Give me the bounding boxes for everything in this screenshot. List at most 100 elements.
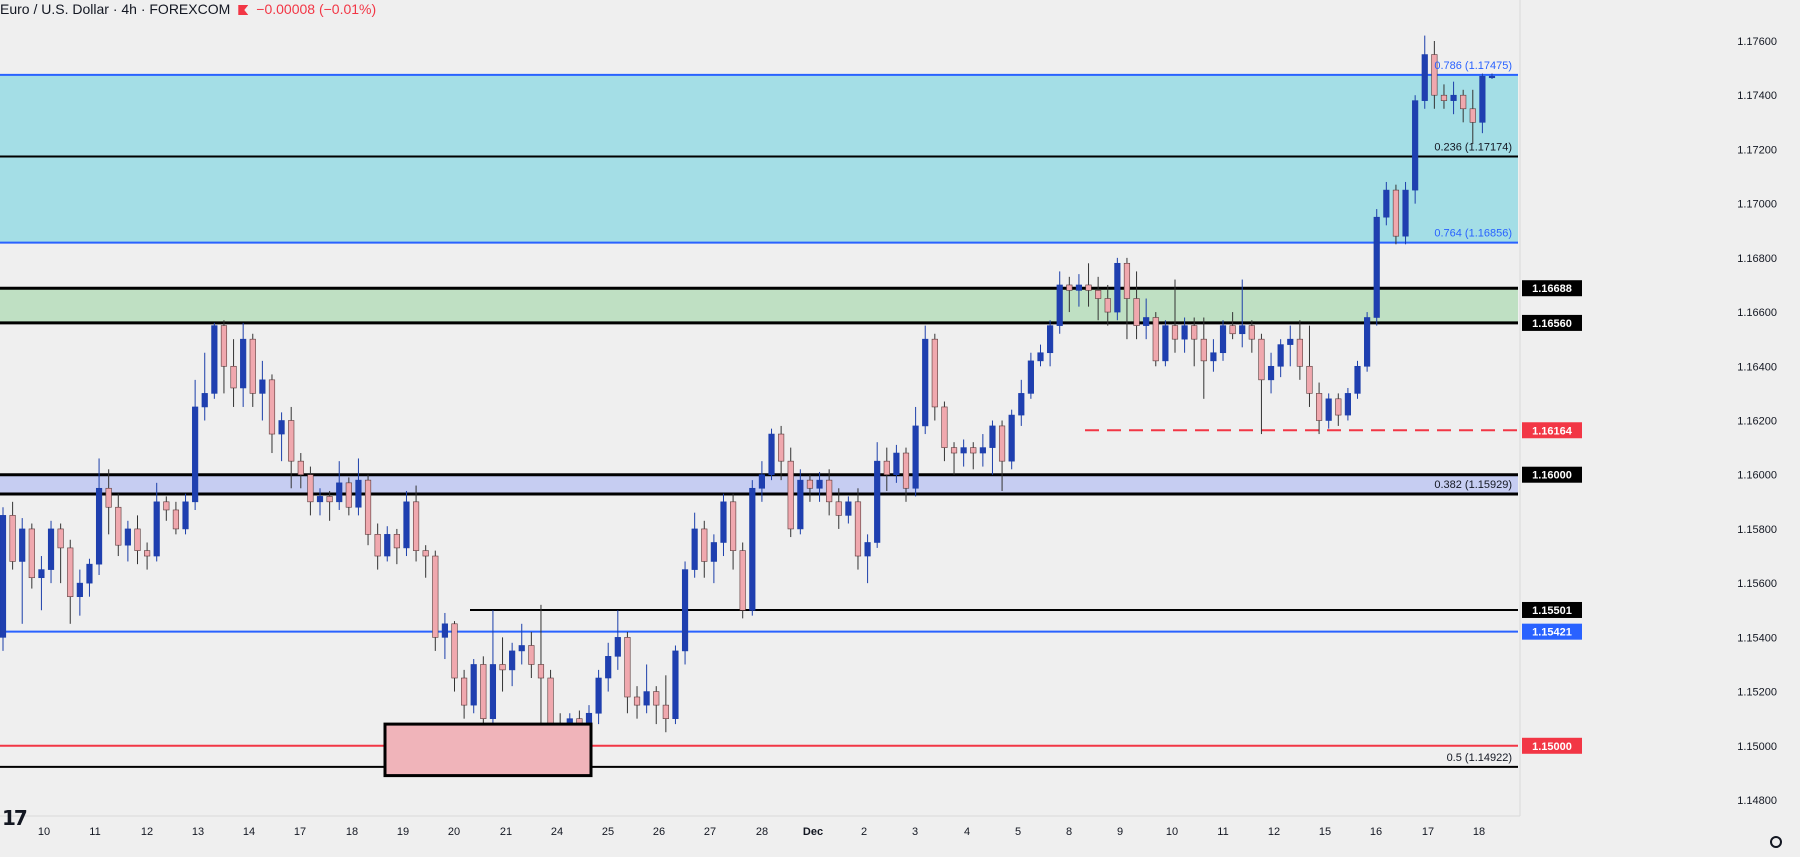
candle-down [1152, 317, 1159, 362]
candle [1421, 35, 1428, 109]
candle [67, 539, 74, 624]
candle [124, 520, 131, 562]
candle-down [134, 528, 141, 551]
candle-up [758, 474, 765, 489]
candle-up [1479, 75, 1486, 123]
price-badge [1522, 601, 1582, 618]
candle-down [9, 515, 16, 562]
candle [9, 501, 16, 570]
candle-down [931, 338, 938, 408]
candle-up [643, 691, 650, 706]
candle-down [172, 509, 180, 530]
time-tick-label: 18 [346, 826, 358, 838]
candle [278, 412, 285, 462]
candle-up [384, 534, 391, 557]
candle [364, 474, 372, 546]
candle-up [1143, 317, 1150, 326]
candle [1200, 317, 1207, 399]
price-change: −0.00008 (−0.01%) [256, 1, 377, 17]
candle [1335, 393, 1342, 426]
candle-up [124, 528, 131, 546]
candle-up [518, 645, 525, 652]
candle-up [912, 425, 919, 489]
candle-up [1267, 365, 1275, 381]
time-tick-label: 27 [704, 826, 716, 838]
candle [1027, 352, 1034, 399]
time-tick-label: 13 [192, 826, 204, 838]
candle-down [1315, 393, 1323, 421]
candle-down [499, 664, 506, 671]
price-tick-label: 1.16800 [1737, 253, 1777, 265]
candle-down [345, 482, 352, 508]
candle-up [816, 479, 823, 489]
candle-down [1469, 108, 1476, 123]
candle [240, 322, 247, 407]
candle [778, 425, 785, 481]
candle-up [76, 582, 83, 597]
candle [28, 523, 35, 589]
price-badge-label: 1.15501 [1532, 605, 1572, 617]
candle [336, 461, 343, 510]
candle-down [1171, 325, 1179, 340]
candle [922, 325, 929, 435]
level-label: 0.786 (1.17475) [1434, 60, 1512, 72]
candle [835, 488, 842, 529]
candle [1075, 274, 1083, 307]
candle-down [307, 474, 314, 503]
time-tick-label: 26 [653, 826, 665, 838]
candle-up [1354, 365, 1361, 394]
candle-up [259, 379, 266, 394]
candle [307, 466, 314, 516]
time-tick-label: 9 [1117, 826, 1123, 838]
candle-up [893, 452, 900, 476]
candle-up [960, 447, 967, 454]
time-tick-label: 15 [1319, 826, 1331, 838]
time-tick-label: 11 [89, 826, 100, 838]
candle [38, 556, 45, 611]
candle-up [19, 528, 26, 562]
candle-down [950, 447, 958, 454]
candle-down [1392, 189, 1400, 237]
price-tick-label: 1.16400 [1737, 361, 1777, 373]
candle-up [0, 515, 7, 638]
candle-up [768, 433, 775, 476]
candle-down [1066, 284, 1073, 291]
symbol-title[interactable]: Euro / U.S. Dollar · 4h · FOREXCOM [0, 1, 231, 17]
candle-up [1344, 393, 1351, 416]
candle [518, 623, 525, 665]
gear-icon[interactable] [1770, 836, 1782, 848]
price-tick-label: 1.17400 [1737, 90, 1777, 102]
candle-down [1248, 325, 1255, 340]
candle-up [989, 425, 996, 448]
candle [1440, 84, 1448, 109]
candle-up [710, 542, 717, 562]
candle-down [653, 691, 660, 706]
candle-up [605, 656, 612, 679]
candle-up [720, 501, 727, 543]
price-tick-label: 1.16200 [1737, 416, 1777, 428]
candle [1402, 181, 1409, 245]
price-tick-label: 1.17000 [1737, 199, 1777, 211]
time-tick-label: 2 [861, 826, 867, 838]
price-tick-label: 1.16600 [1737, 307, 1777, 319]
candle [1412, 95, 1419, 204]
range-box[interactable] [383, 722, 593, 778]
time-axis[interactable] [0, 816, 1800, 857]
candle [499, 637, 506, 692]
candle [47, 520, 55, 584]
candle-down [422, 550, 429, 557]
candle-down [105, 487, 112, 508]
candle-up [595, 677, 602, 714]
time-tick-label: Dec [803, 826, 823, 838]
candle [297, 453, 304, 489]
candle-down [1123, 262, 1131, 299]
candle [1008, 409, 1015, 470]
candle [326, 490, 333, 521]
candle-down [883, 460, 890, 476]
candle [105, 469, 112, 535]
candle-up [1373, 216, 1380, 318]
candle [1469, 89, 1476, 145]
candle [509, 642, 516, 687]
candle [1488, 73, 1496, 79]
